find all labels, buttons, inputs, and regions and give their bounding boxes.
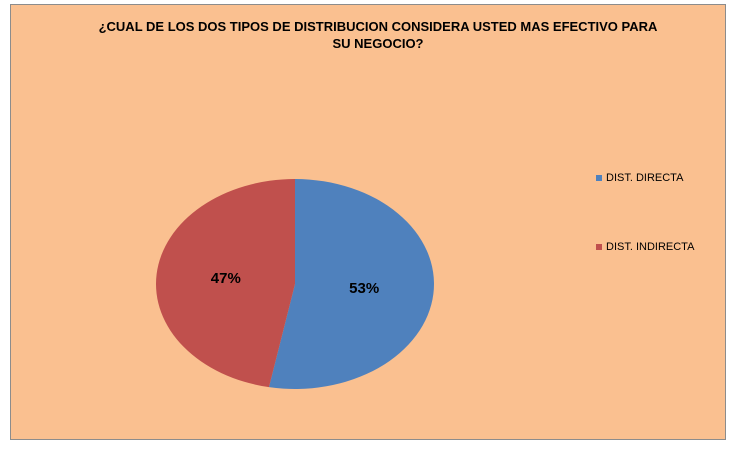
data-label: 47% bbox=[211, 270, 241, 287]
pie-slice bbox=[155, 179, 295, 388]
chart-title: ¿CUAL DE LOS DOS TIPOS DE DISTRIBUCION C… bbox=[98, 19, 658, 51]
legend-item: DIST. INDIRECTA bbox=[596, 241, 701, 254]
legend-item: DIST. DIRECTA bbox=[596, 172, 701, 185]
legend-label: DIST. DIRECTA bbox=[606, 172, 684, 184]
legend-swatch bbox=[596, 175, 602, 181]
legend-swatch bbox=[596, 244, 602, 250]
legend-label: DIST. INDIRECTA bbox=[606, 241, 695, 253]
data-label: 53% bbox=[349, 280, 379, 297]
pie-slice bbox=[268, 179, 434, 389]
